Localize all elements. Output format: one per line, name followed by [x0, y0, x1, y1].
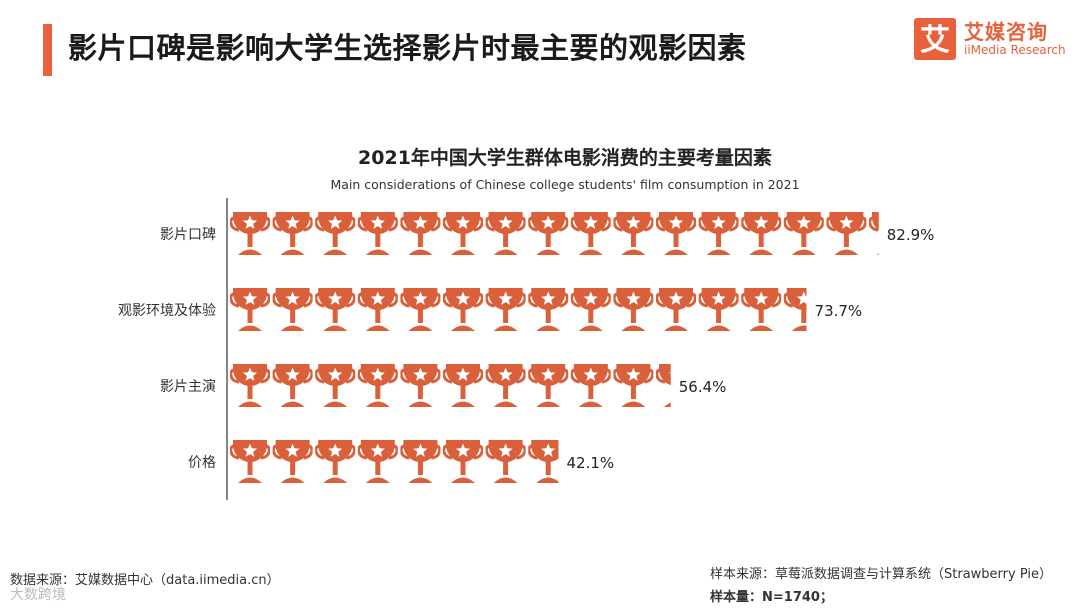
page-title: 影片口碑是影响大学生选择影片时最主要的观影因素: [68, 31, 747, 65]
trophy-icon: [315, 211, 356, 257]
chart-subtitle: Main considerations of Chinese college s…: [330, 177, 800, 192]
trophy-icon: [357, 211, 398, 257]
category-label: 观影环境及体验: [118, 303, 216, 319]
data-bar: [230, 211, 879, 257]
trophy-icon: [741, 287, 782, 333]
title-accent-bar: [43, 24, 52, 76]
trophy-icon: [400, 211, 441, 257]
watermark: 大数跨境: [10, 587, 66, 603]
trophy-icon: [272, 211, 313, 257]
trophy-icon: [613, 211, 654, 257]
category-label: 价格: [188, 455, 216, 471]
category-label: 影片主演: [160, 379, 216, 395]
data-bar: [230, 287, 807, 333]
logo-glyph: 艾: [920, 23, 950, 58]
sample-size: 样本量：N=1740；: [710, 590, 833, 605]
value-label: 82.9%: [887, 226, 935, 244]
trophy-icon: [230, 439, 270, 485]
trophy-icon: [443, 439, 483, 485]
trophy-icon: [357, 363, 398, 409]
trophy-icon: [400, 363, 441, 409]
trophy-icon: [528, 287, 569, 333]
trophy-icon: [528, 211, 569, 257]
trophy-icon: [230, 363, 270, 409]
trophy-icon: [315, 439, 356, 485]
value-label: 42.1%: [566, 454, 614, 472]
trophy-icon: [741, 211, 782, 257]
trophy-icon: [485, 363, 526, 409]
trophy-icon: [443, 287, 483, 333]
trophy-icon: [656, 287, 696, 333]
trophy-icon: [443, 363, 483, 409]
trophy-icon: [400, 439, 441, 485]
category-label: 影片口碑: [160, 227, 216, 243]
trophy-icon: [357, 287, 398, 333]
trophy-icon: [272, 287, 313, 333]
trophy-icon: [826, 211, 867, 257]
trophy-icon: [570, 363, 611, 409]
trophy-icon: [698, 211, 739, 257]
iimedia-logo: 艾 艾媒咨询 iiMedia Research: [914, 16, 1066, 64]
trophy-icon: [485, 287, 526, 333]
logo-name-cn: 艾媒咨询: [964, 20, 1048, 44]
logo-name-en: iiMedia Research: [964, 43, 1066, 57]
trophy-icon: [400, 287, 441, 333]
trophy-icon: [528, 363, 569, 409]
chart-title: 2021年中国大学生群体电影消费的主要考量因素: [358, 147, 772, 169]
trophy-icon: [613, 363, 654, 409]
trophy-icon: [357, 439, 398, 485]
trophy-icon: [613, 287, 654, 333]
data-bar: [230, 439, 559, 485]
trophy-icon: [698, 287, 739, 333]
trophy-icon: [485, 211, 526, 257]
trophy-icon: [656, 211, 696, 257]
trophy-icon: [230, 287, 270, 333]
value-label: 73.7%: [815, 302, 863, 320]
trophy-icon: [315, 287, 356, 333]
trophy-icon: [272, 363, 313, 409]
trophy-icon: [272, 439, 313, 485]
trophy-icon: [570, 211, 611, 257]
sample-source: 样本来源：草莓派数据调查与计算系统（Strawberry Pie）: [710, 567, 1052, 582]
trophy-icon: [570, 287, 611, 333]
trophy-icon: [528, 439, 559, 485]
logo-mark-icon: 艾: [914, 18, 956, 60]
trophy-icon: [485, 439, 526, 485]
data-bar: [230, 363, 671, 409]
trophy-icon: [315, 363, 356, 409]
data-source: 数据来源：艾媒数据中心（data.iimedia.cn）: [10, 573, 280, 588]
trophy-icon: [783, 211, 824, 257]
trophy-icon: [443, 211, 483, 257]
trophy-icon: [230, 211, 270, 257]
value-label: 56.4%: [679, 378, 727, 396]
